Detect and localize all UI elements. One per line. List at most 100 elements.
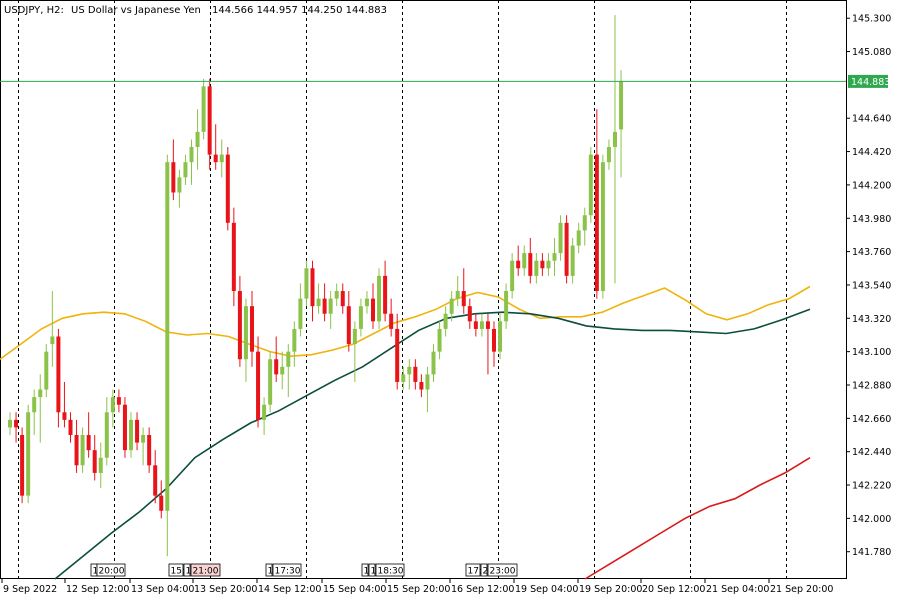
- candle-body: [50, 336, 55, 345]
- candle-body: [104, 412, 109, 458]
- candle: [504, 283, 509, 329]
- candle: [467, 298, 472, 329]
- candle: [280, 351, 285, 390]
- candle: [207, 78, 212, 170]
- candle-body: [479, 321, 484, 329]
- candle-body: [98, 457, 103, 473]
- candle-body: [383, 275, 388, 314]
- candle: [401, 366, 406, 390]
- candle-body: [153, 465, 158, 496]
- price-tick-label: 145.080: [852, 47, 891, 58]
- candle-body: [14, 419, 19, 428]
- candle-body: [364, 298, 369, 307]
- price-tick-label: 145.300: [852, 14, 891, 25]
- time-bookmark-label: 18:30: [378, 567, 404, 577]
- candle: [546, 253, 551, 276]
- candles: [8, 15, 624, 557]
- candle: [268, 351, 273, 413]
- candle-body: [407, 366, 412, 375]
- candle-body: [510, 260, 515, 292]
- time-bookmark-label: 1: [93, 567, 99, 577]
- candle: [50, 291, 55, 367]
- candle: [104, 397, 109, 466]
- candle-body: [225, 154, 230, 223]
- candle: [364, 291, 369, 314]
- candle: [485, 313, 490, 375]
- time-bookmark-label: 1: [371, 567, 377, 577]
- candle: [552, 237, 557, 276]
- candle-body: [219, 154, 224, 163]
- candle: [334, 283, 339, 307]
- price-tick-label: 141.780: [852, 547, 891, 558]
- time-label: 21 Sep 04:00: [706, 584, 769, 595]
- candle: [304, 260, 309, 307]
- candle-body: [516, 260, 521, 269]
- candle-body: [334, 291, 339, 299]
- candle-body: [141, 435, 146, 443]
- symbol-label: USDJPY, H2:: [4, 5, 64, 16]
- time-bookmark-label: 1: [364, 567, 370, 577]
- time-axis[interactable]: 9 Sep 2022 12 Sep 12:00 13 Sep 04:00 13 Sep…: [1, 579, 833, 595]
- candle: [98, 442, 103, 489]
- candle-body: [316, 298, 321, 307]
- candle: [250, 291, 254, 367]
- candle: [237, 275, 242, 367]
- candle: [38, 374, 43, 443]
- candle: [564, 215, 569, 284]
- candle-body: [377, 275, 382, 322]
- candle: [80, 427, 85, 473]
- candle-body: [328, 298, 333, 314]
- candle-body: [38, 389, 43, 398]
- candle-body: [165, 162, 170, 511]
- price-tick-label: 142.660: [852, 414, 891, 425]
- candle-body: [431, 351, 436, 375]
- candle-body: [68, 419, 73, 436]
- candle: [147, 427, 152, 473]
- candle-body: [528, 253, 533, 276]
- price-tick-label: 142.440: [852, 447, 891, 458]
- candle: [201, 78, 206, 140]
- candle-body: [262, 404, 267, 420]
- candle-body: [582, 215, 587, 231]
- candle: [183, 154, 188, 185]
- candle: [243, 298, 248, 382]
- candle: [110, 389, 115, 428]
- candle: [298, 283, 303, 337]
- candle: [322, 283, 327, 322]
- candle-body: [358, 306, 363, 329]
- candle: [425, 366, 430, 413]
- candle: [576, 222, 581, 254]
- candle: [74, 419, 79, 473]
- candle-body: [352, 328, 357, 345]
- candle: [153, 450, 158, 504]
- candle: [292, 321, 297, 367]
- candle-body: [413, 366, 418, 382]
- candle: [8, 412, 12, 436]
- candle: [540, 253, 545, 276]
- time-bookmark-label: 1: [186, 567, 192, 577]
- candle: [68, 412, 73, 443]
- candle: [619, 70, 624, 178]
- plot-area[interactable]: [0, 0, 847, 579]
- candle-body: [237, 291, 242, 360]
- candle-body: [147, 435, 152, 466]
- candle: [231, 207, 236, 307]
- candle: [413, 359, 418, 390]
- price-axis[interactable]: 145.300 145.080 144.640 144.420 144.200 143.9…: [846, 14, 891, 559]
- candle-body: [564, 222, 569, 276]
- candle-body: [449, 298, 454, 314]
- time-label: 13 Sep 04:00: [131, 584, 194, 595]
- candle-body: [177, 177, 182, 193]
- candle: [522, 245, 527, 276]
- candle-body: [56, 336, 61, 413]
- candle: [86, 412, 91, 458]
- candle-body: [74, 435, 79, 466]
- price-tick-label: 142.880: [852, 380, 891, 391]
- price-tick-label: 144.640: [852, 114, 891, 125]
- time-bookmark: [96, 563, 126, 577]
- candle-body: [171, 162, 176, 193]
- ma-slow-line: [584, 457, 811, 580]
- candle-body: [304, 268, 309, 299]
